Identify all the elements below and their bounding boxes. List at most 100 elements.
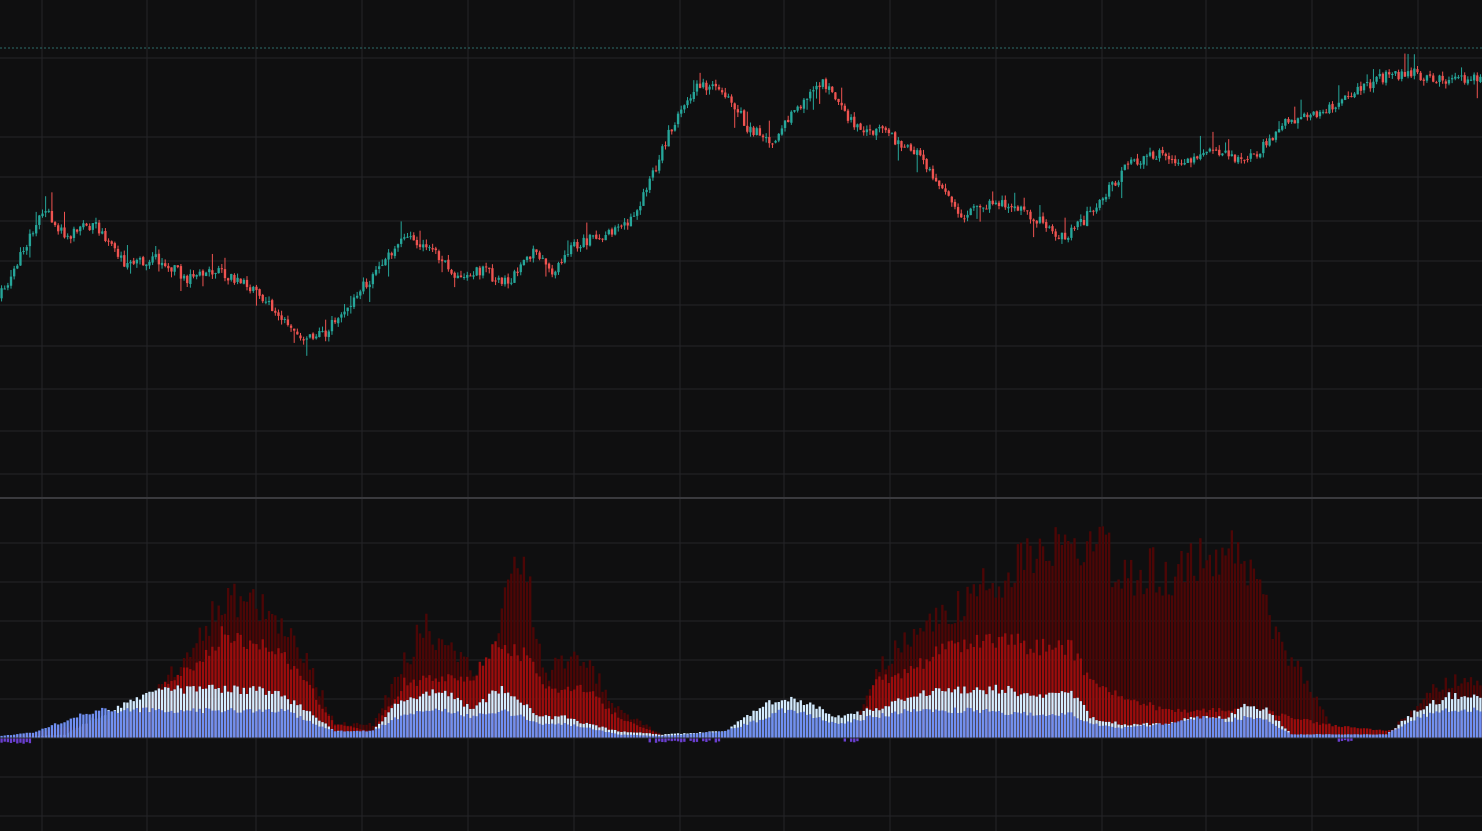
indicator-bar-stack[interactable] <box>551 669 554 738</box>
candle[interactable] <box>532 245 535 263</box>
candle[interactable] <box>1107 182 1111 200</box>
indicator-bar-stack[interactable] <box>343 722 346 738</box>
candle[interactable] <box>107 238 110 246</box>
indicator-bar-stack[interactable] <box>947 623 950 738</box>
indicator-bar-stack[interactable] <box>629 719 633 738</box>
indicator-bar-stack[interactable] <box>1391 729 1394 738</box>
indicator-negative-bar[interactable] <box>1337 738 1341 742</box>
indicator-bar-stack[interactable] <box>324 706 327 738</box>
indicator-bar-stack[interactable] <box>19 733 22 738</box>
indicator-negative-bar[interactable] <box>9 738 13 743</box>
indicator-bar-stack[interactable] <box>897 648 900 738</box>
candle[interactable] <box>887 127 891 137</box>
candle[interactable] <box>730 94 733 108</box>
indicator-bar-stack[interactable] <box>809 702 812 738</box>
candle[interactable] <box>305 336 308 356</box>
candle[interactable] <box>1016 205 1020 212</box>
indicator-bar-stack[interactable] <box>1139 569 1142 738</box>
candle[interactable] <box>733 102 736 128</box>
indicator-bar-stack[interactable] <box>1016 544 1020 738</box>
candle[interactable] <box>1136 153 1139 166</box>
indicator-bar-stack[interactable] <box>878 672 881 738</box>
candle[interactable] <box>991 191 994 206</box>
price-pane[interactable] <box>0 53 1482 356</box>
candle[interactable] <box>16 263 19 270</box>
candle[interactable] <box>812 86 815 110</box>
indicator-bar-stack[interactable] <box>50 725 54 738</box>
candle[interactable] <box>547 262 551 273</box>
indicator-bar-stack[interactable] <box>1070 543 1073 738</box>
candle[interactable] <box>462 273 466 280</box>
indicator-bar-stack[interactable] <box>384 695 387 738</box>
candle[interactable] <box>453 271 456 288</box>
indicator-bar-stack[interactable] <box>1457 685 1460 738</box>
candle[interactable] <box>258 288 261 299</box>
candle[interactable] <box>585 222 588 250</box>
indicator-bar-stack[interactable] <box>434 650 437 738</box>
candle[interactable] <box>371 272 375 289</box>
indicator-bar-stack[interactable] <box>1463 678 1466 738</box>
candle[interactable] <box>226 277 230 285</box>
indicator-bar-stack[interactable] <box>195 643 198 738</box>
candle[interactable] <box>1400 69 1403 82</box>
indicator-bar-stack[interactable] <box>912 628 916 738</box>
candle[interactable] <box>956 203 960 218</box>
candle[interactable] <box>204 271 208 277</box>
candle[interactable] <box>1252 153 1256 155</box>
candle[interactable] <box>1133 158 1136 162</box>
indicator-bar-stack[interactable] <box>1309 691 1312 738</box>
indicator-negative-bar[interactable] <box>648 738 651 743</box>
indicator-bar-stack[interactable] <box>444 645 447 738</box>
indicator-bar-stack[interactable] <box>1000 597 1004 738</box>
indicator-bar-stack[interactable] <box>97 710 101 738</box>
indicator-bar-stack[interactable] <box>1010 587 1013 738</box>
indicator-bar-stack[interactable] <box>1004 580 1007 738</box>
indicator-bar-stack[interactable] <box>299 658 302 738</box>
indicator-negative-bar[interactable] <box>1350 738 1353 741</box>
candle[interactable] <box>856 123 859 132</box>
indicator-negative-bar[interactable] <box>673 738 677 741</box>
indicator-bar-stack[interactable] <box>1381 730 1385 738</box>
indicator-bar-stack[interactable] <box>821 709 824 738</box>
candle[interactable] <box>1410 67 1413 79</box>
candle[interactable] <box>233 273 236 285</box>
indicator-negative-bar[interactable] <box>22 738 25 744</box>
candle[interactable] <box>752 125 755 137</box>
indicator-bar-stack[interactable] <box>1277 632 1281 738</box>
indicator-bar-stack[interactable] <box>437 638 441 738</box>
candle[interactable] <box>1416 66 1419 75</box>
indicator-bar-stack[interactable] <box>607 700 611 738</box>
candle[interactable] <box>1230 150 1234 157</box>
candle[interactable] <box>947 190 950 197</box>
indicator-bar-stack[interactable] <box>1089 531 1092 738</box>
candle[interactable] <box>664 141 667 150</box>
indicator-bar-stack[interactable] <box>35 731 38 738</box>
candle[interactable] <box>349 295 353 314</box>
indicator-negative-bar[interactable] <box>849 738 853 742</box>
candle[interactable] <box>409 231 412 240</box>
indicator-bar-stack[interactable] <box>695 733 699 738</box>
indicator-bar-stack[interactable] <box>47 727 50 738</box>
indicator-bar-stack[interactable] <box>1472 685 1476 738</box>
candle[interactable] <box>591 234 595 239</box>
indicator-negative-bar[interactable] <box>692 738 695 743</box>
candle[interactable] <box>431 243 434 253</box>
indicator-bar-stack[interactable] <box>802 705 806 738</box>
candle[interactable] <box>1394 71 1397 76</box>
indicator-negative-bar[interactable] <box>664 738 667 743</box>
candle[interactable] <box>440 255 444 273</box>
candle[interactable] <box>793 110 796 113</box>
candle[interactable] <box>267 296 271 306</box>
indicator-bar-stack[interactable] <box>1189 543 1193 738</box>
indicator-bar-stack[interactable] <box>321 690 324 738</box>
indicator-bar-stack[interactable] <box>506 579 510 738</box>
candle[interactable] <box>151 252 154 265</box>
indicator-bar-stack[interactable] <box>522 556 526 738</box>
indicator-bar-stack[interactable] <box>617 706 620 738</box>
indicator-bar-stack[interactable] <box>1142 594 1145 738</box>
indicator-pane[interactable] <box>0 526 1482 744</box>
candle[interactable] <box>1214 147 1218 152</box>
indicator-bar-stack[interactable] <box>440 639 444 738</box>
indicator-bar-stack[interactable] <box>1158 586 1161 738</box>
candle[interactable] <box>377 261 381 274</box>
